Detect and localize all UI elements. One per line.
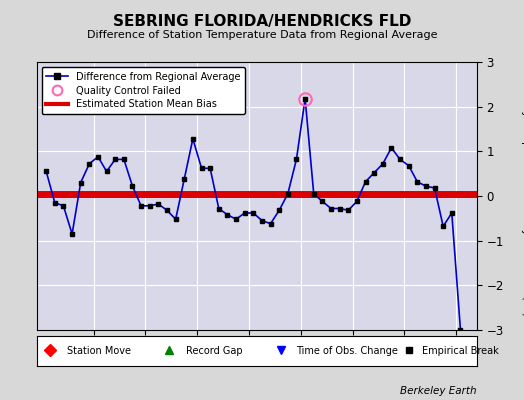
Text: Berkeley Earth: Berkeley Earth [400,386,477,396]
Text: Time of Obs. Change: Time of Obs. Change [297,346,398,356]
Text: SEBRING FLORIDA/HENDRICKS FLD: SEBRING FLORIDA/HENDRICKS FLD [113,14,411,29]
Text: Empirical Break: Empirical Break [422,346,498,356]
Text: Difference of Station Temperature Data from Regional Average: Difference of Station Temperature Data f… [87,30,437,40]
Y-axis label: Monthly Temperature Anomaly Difference (°C): Monthly Temperature Anomaly Difference (… [521,75,524,317]
Legend: Difference from Regional Average, Quality Control Failed, Estimated Station Mean: Difference from Regional Average, Qualit… [41,67,245,114]
Text: Record Gap: Record Gap [187,346,243,356]
Text: Station Move: Station Move [68,346,132,356]
